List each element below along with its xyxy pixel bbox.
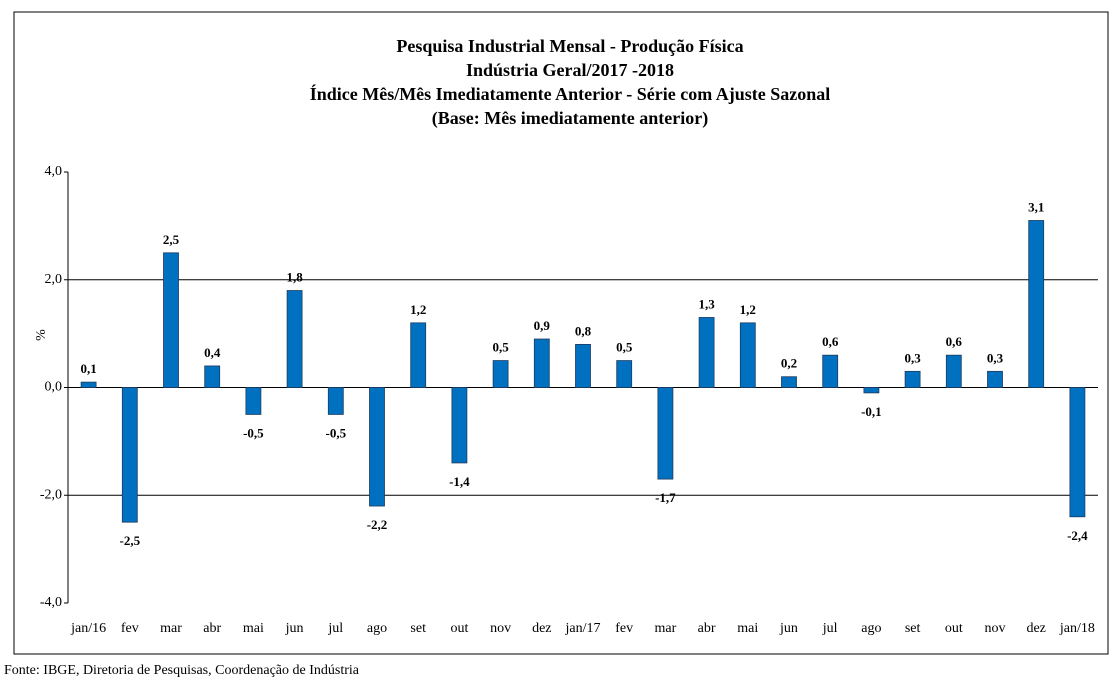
bar bbox=[1069, 387, 1086, 518]
value-label: 0,5 bbox=[492, 340, 509, 355]
x-tick-label: jun bbox=[285, 621, 304, 636]
x-tick-label: nov bbox=[490, 621, 511, 636]
value-label: -0,1 bbox=[861, 404, 882, 419]
value-label: 1,2 bbox=[740, 302, 756, 317]
x-tick-label: mar bbox=[160, 621, 182, 636]
value-label: 0,9 bbox=[534, 318, 551, 333]
bar bbox=[698, 317, 715, 388]
value-label: 0,8 bbox=[575, 323, 592, 338]
x-tick-label: nov bbox=[985, 621, 1006, 636]
x-tick-label: fev bbox=[121, 621, 139, 636]
x-tick-label: out bbox=[450, 621, 468, 636]
value-label: 0,6 bbox=[946, 334, 963, 349]
bar bbox=[204, 365, 221, 388]
y-tick-label: -4,0 bbox=[40, 595, 62, 610]
x-tick-label: ago bbox=[367, 621, 387, 636]
bar bbox=[492, 360, 509, 388]
bar bbox=[739, 322, 756, 388]
bar bbox=[822, 354, 839, 388]
bar bbox=[904, 370, 921, 388]
bar bbox=[657, 387, 674, 480]
value-label: 1,3 bbox=[698, 296, 715, 311]
chart-title: Pesquisa Industrial Mensal - Produção Fí… bbox=[396, 36, 743, 56]
x-tick-label: abr bbox=[698, 621, 716, 636]
bar bbox=[945, 354, 962, 388]
value-label: -1,7 bbox=[655, 490, 676, 505]
value-label: -1,4 bbox=[449, 474, 470, 489]
bar bbox=[163, 252, 179, 388]
y-tick-label: 2,0 bbox=[45, 272, 63, 287]
value-label: 0,3 bbox=[904, 350, 921, 365]
value-label: -0,5 bbox=[326, 425, 347, 440]
chart-title: Índice Mês/Mês Imediatamente Anterior - … bbox=[310, 83, 831, 104]
chart-title: Indústria Geral/2017 -2018 bbox=[466, 60, 674, 80]
bar bbox=[245, 387, 262, 415]
value-label: 0,6 bbox=[822, 334, 839, 349]
x-tick-label: set bbox=[905, 621, 921, 636]
x-tick-label: jan/18 bbox=[1059, 621, 1095, 636]
x-tick-label: mai bbox=[737, 621, 758, 636]
bar bbox=[410, 322, 427, 388]
value-label: -2,4 bbox=[1067, 528, 1088, 543]
value-label: 2,5 bbox=[163, 232, 180, 247]
bar bbox=[987, 370, 1003, 388]
x-tick-label: jan/17 bbox=[565, 621, 601, 636]
bar bbox=[451, 387, 468, 464]
y-tick-label: 4,0 bbox=[45, 164, 63, 179]
bar bbox=[80, 381, 97, 388]
x-tick-label: set bbox=[410, 621, 426, 636]
bar bbox=[369, 387, 385, 507]
value-label: 0,3 bbox=[987, 350, 1004, 365]
value-label: -2,2 bbox=[367, 517, 388, 532]
x-tick-label: jan/16 bbox=[70, 621, 106, 636]
x-tick-label: fev bbox=[615, 621, 633, 636]
y-tick-label: 0,0 bbox=[45, 380, 63, 395]
bar bbox=[575, 343, 591, 388]
y-tick-label: -2,0 bbox=[40, 487, 62, 502]
y-axis-label: % bbox=[34, 329, 49, 341]
x-tick-label: ago bbox=[861, 621, 881, 636]
value-label: 0,1 bbox=[80, 361, 96, 376]
x-tick-label: jul bbox=[327, 621, 343, 636]
value-label: 0,5 bbox=[616, 340, 633, 355]
value-label: 1,2 bbox=[410, 302, 426, 317]
x-tick-label: mar bbox=[655, 621, 677, 636]
value-label: 1,8 bbox=[286, 270, 303, 285]
bar bbox=[781, 376, 797, 388]
value-label: -2,5 bbox=[120, 533, 141, 548]
source-note: Fonte: IBGE, Diretoria de Pesquisas, Coo… bbox=[4, 663, 360, 678]
value-label: 0,2 bbox=[781, 356, 797, 371]
chart-title: (Base: Mês imediatamente anterior) bbox=[432, 108, 708, 129]
x-tick-label: mai bbox=[243, 621, 264, 636]
x-tick-label: dez bbox=[532, 621, 551, 636]
x-tick-label: jul bbox=[822, 621, 838, 636]
bar bbox=[1028, 220, 1045, 388]
x-tick-label: out bbox=[945, 621, 963, 636]
value-label: 3,1 bbox=[1028, 199, 1044, 214]
bar bbox=[616, 360, 633, 388]
bar bbox=[863, 387, 880, 394]
bar bbox=[121, 387, 138, 523]
bar bbox=[533, 338, 550, 388]
bar bbox=[286, 290, 303, 388]
bar bbox=[327, 387, 344, 415]
x-tick-label: dez bbox=[1026, 621, 1045, 636]
value-label: 0,4 bbox=[204, 345, 221, 360]
chart-border bbox=[13, 11, 1109, 655]
x-tick-label: abr bbox=[203, 621, 221, 636]
value-label: -0,5 bbox=[243, 425, 264, 440]
x-tick-label: jun bbox=[779, 621, 798, 636]
